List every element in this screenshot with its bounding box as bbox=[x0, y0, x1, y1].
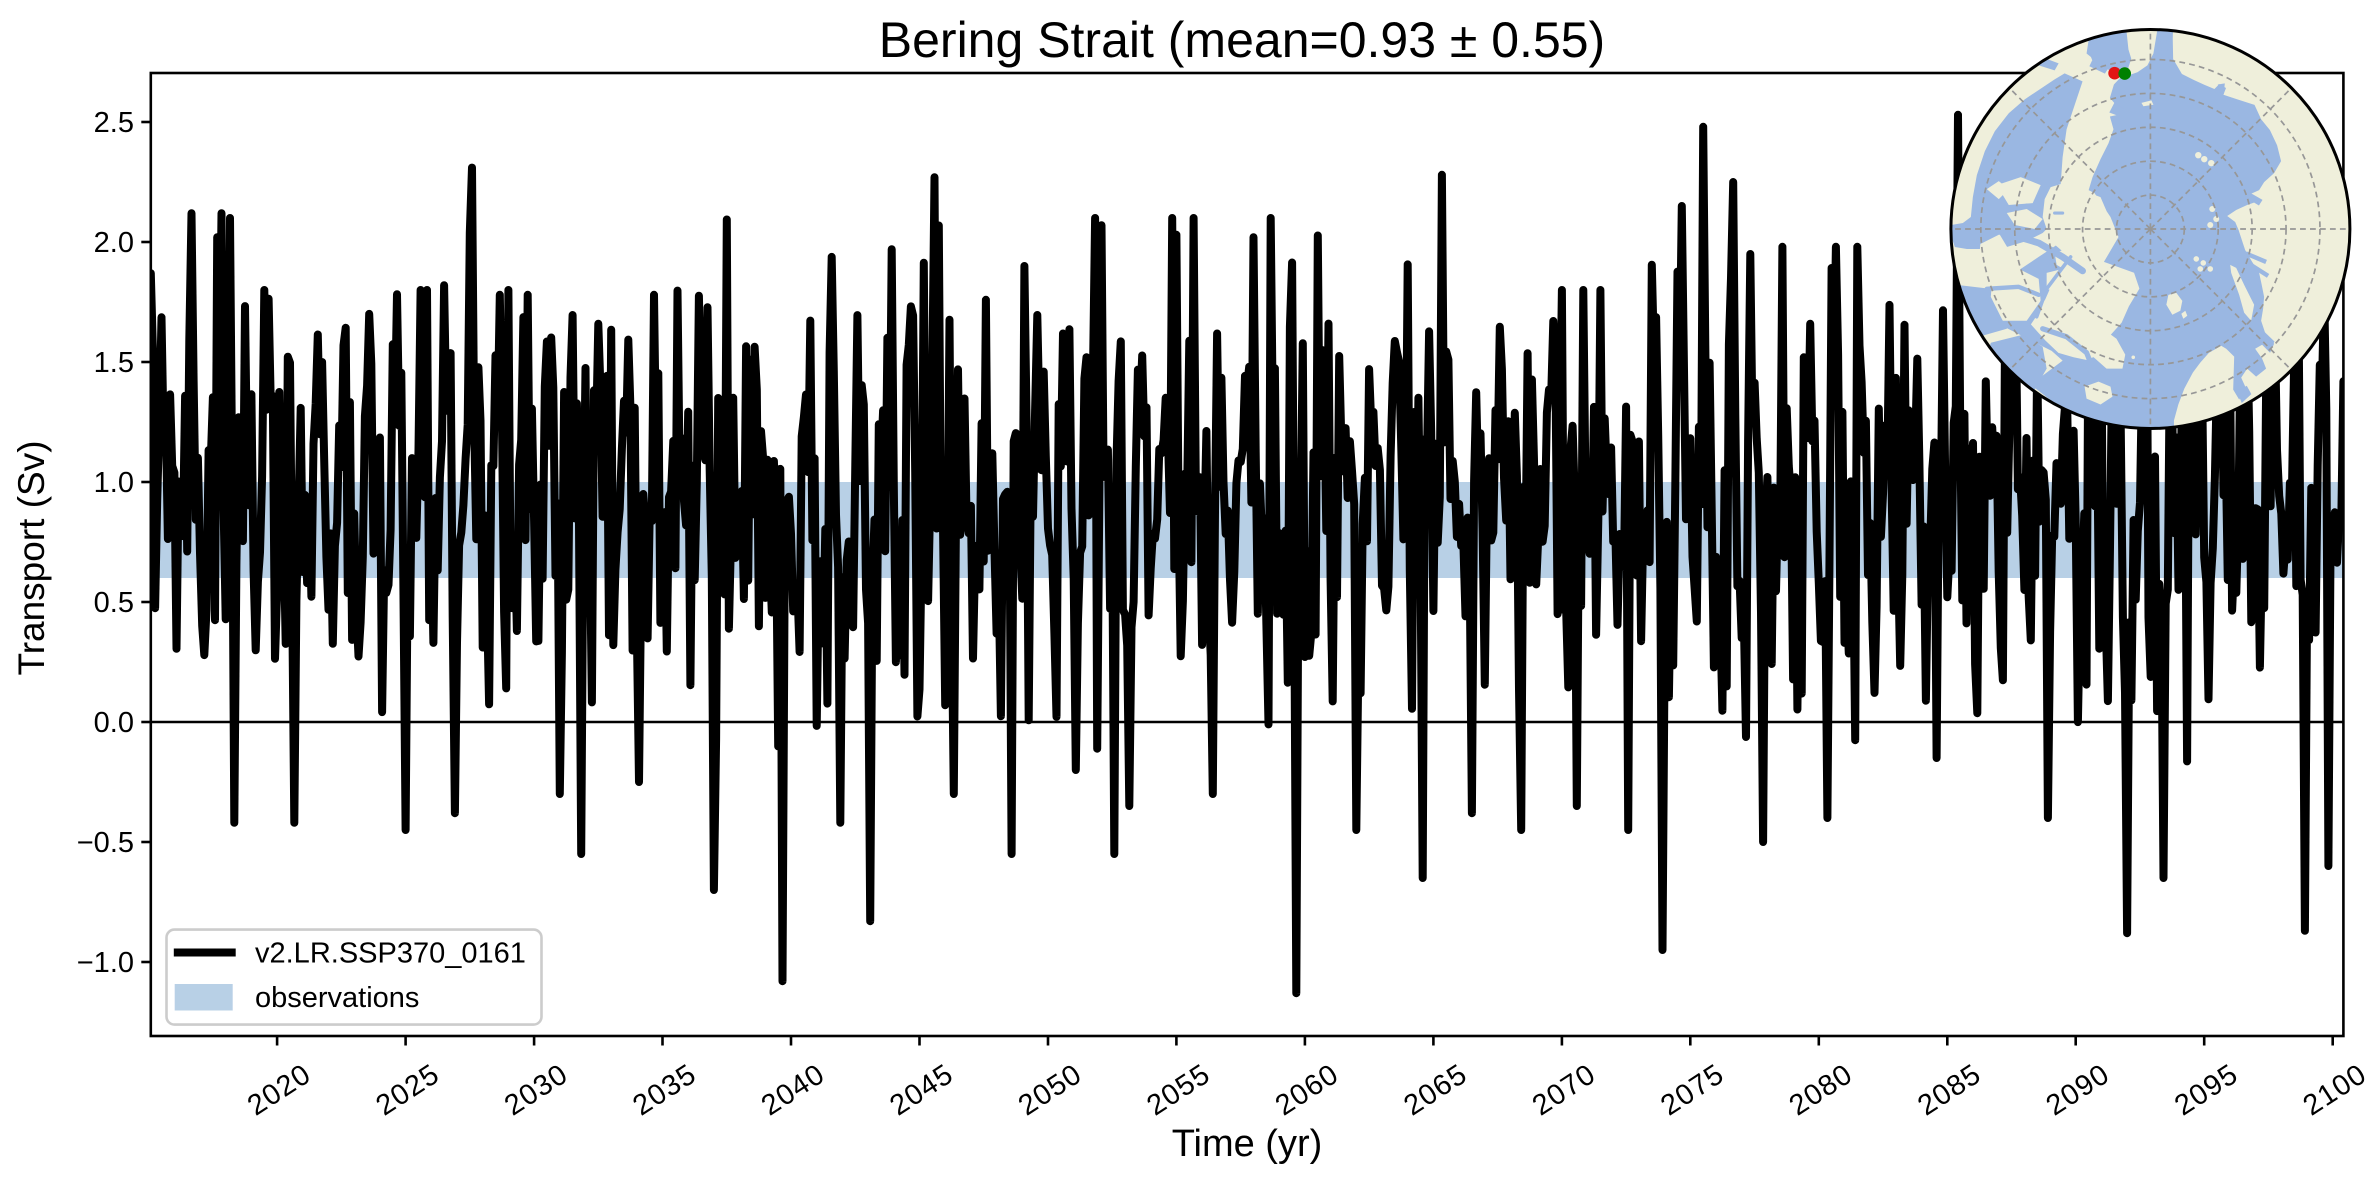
svg-text:0.5: 0.5 bbox=[94, 587, 134, 619]
svg-text:observations: observations bbox=[255, 982, 419, 1014]
svg-text:Transport (Sv): Transport (Sv) bbox=[11, 440, 52, 675]
svg-text:−1.0: −1.0 bbox=[77, 947, 134, 979]
svg-text:2.0: 2.0 bbox=[94, 227, 134, 259]
svg-text:1.0: 1.0 bbox=[94, 467, 134, 499]
svg-text:1.5: 1.5 bbox=[94, 347, 134, 379]
svg-text:−0.5: −0.5 bbox=[77, 827, 134, 859]
svg-text:0.0: 0.0 bbox=[94, 707, 134, 739]
svg-text:Bering Strait (mean=0.93 ± 0.5: Bering Strait (mean=0.93 ± 0.55) bbox=[879, 12, 1605, 68]
svg-text:v2.LR.SSP370_0161: v2.LR.SSP370_0161 bbox=[255, 938, 526, 970]
svg-text:Time (yr): Time (yr) bbox=[1172, 1123, 1323, 1165]
svg-text:2.5: 2.5 bbox=[94, 107, 134, 139]
